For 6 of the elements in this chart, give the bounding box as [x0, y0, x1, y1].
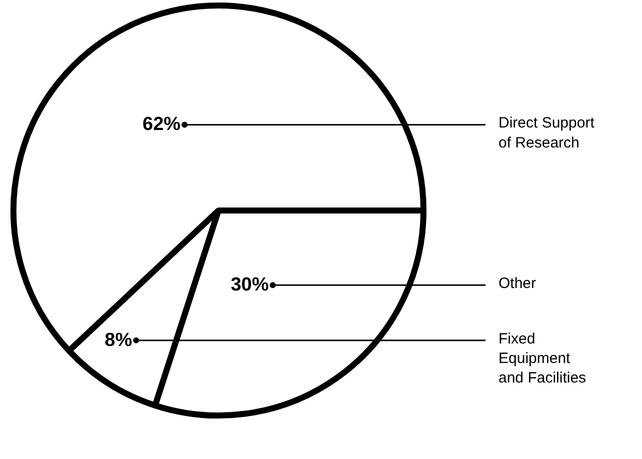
slice-label: Direct Support of Research	[498, 114, 596, 152]
data-label: 30%	[230, 274, 269, 296]
data-label: 62%	[142, 114, 181, 136]
slice-label: Fixed Equipment and Facilities	[498, 330, 586, 386]
slice-label: Other	[498, 275, 536, 292]
data-label: 8%	[104, 330, 132, 351]
